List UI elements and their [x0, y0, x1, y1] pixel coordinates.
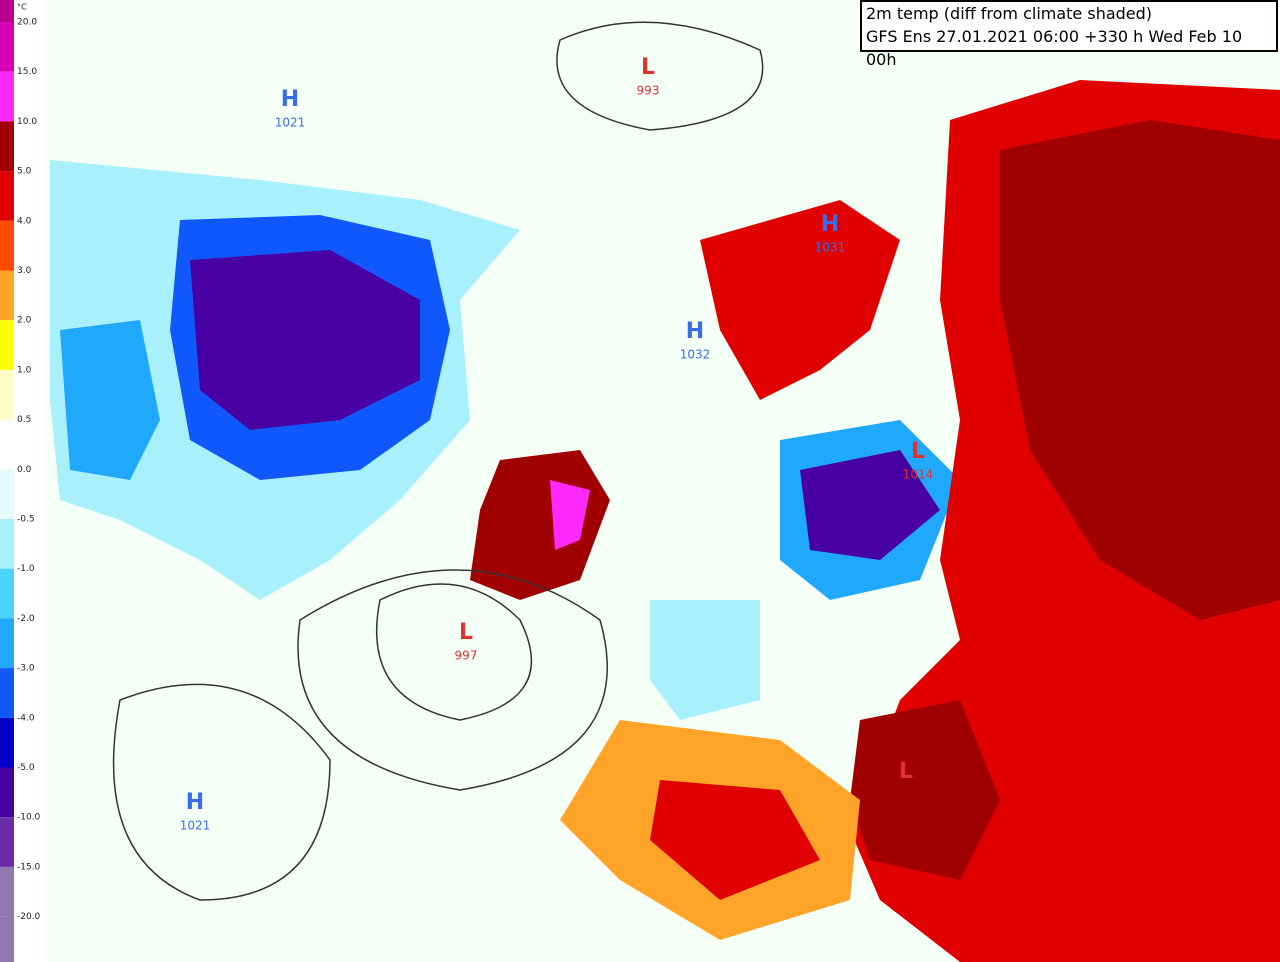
center-value: 1014	[903, 468, 934, 482]
center-value: 1021	[275, 116, 306, 130]
center-letter: H	[686, 319, 704, 344]
legend-swatch	[0, 469, 14, 519]
legend-label: -20.0	[17, 912, 41, 922]
center-letter: L	[911, 439, 925, 464]
legend-unit: °C	[17, 3, 27, 12]
legend-label: 2.0	[17, 316, 32, 326]
center-letter: L	[641, 55, 655, 80]
legend-label: -10.0	[17, 813, 41, 823]
legend-label: 1.0	[17, 365, 32, 375]
legend-label: -5.0	[17, 763, 35, 773]
title-box: 2m temp (diff from climate shaded) GFS E…	[860, 0, 1278, 69]
legend-swatch	[0, 618, 14, 669]
legend-swatch	[0, 220, 14, 271]
legend-label: 5.0	[17, 167, 32, 177]
center-letter: L	[459, 620, 473, 645]
legend-swatch	[0, 171, 14, 221]
legend-label: 3.0	[17, 266, 32, 276]
center-value: 993	[637, 84, 660, 98]
legend-swatch	[0, 0, 14, 22]
legend-swatch	[0, 767, 14, 818]
legend-swatch	[0, 817, 14, 867]
title: 2m temp (diff from climate shaded)	[866, 4, 1153, 23]
legend-label: -4.0	[17, 713, 35, 723]
legend-swatch	[0, 320, 14, 370]
subtitle: GFS Ens 27.01.2021 06:00 +330 h Wed Feb …	[866, 27, 1243, 69]
legend-swatch	[0, 419, 14, 470]
legend-swatch	[0, 22, 14, 72]
center-letter: H	[821, 212, 839, 237]
legend-swatch	[0, 71, 14, 122]
legend-swatch	[0, 519, 14, 569]
legend-swatch	[0, 866, 14, 917]
isobars	[112, 21, 764, 901]
center-letter: H	[186, 790, 204, 815]
legend-label: 4.0	[17, 216, 32, 226]
legend-label: 0.0	[17, 465, 32, 475]
center-value: 1031	[815, 241, 846, 255]
center-value: 997	[455, 649, 478, 663]
legend-label: -2.0	[17, 614, 35, 624]
legend-label: 20.0	[17, 18, 37, 28]
legend-swatch	[0, 121, 14, 172]
legend-label: -1.0	[17, 564, 35, 574]
legend-label: 10.0	[17, 117, 37, 127]
legend-swatch	[0, 668, 14, 718]
center-value: 1021	[180, 819, 211, 833]
legend-label: -0.5	[17, 515, 35, 525]
shading	[50, 80, 1280, 962]
legend-label: -15.0	[17, 862, 41, 872]
center-letter: L	[899, 759, 913, 784]
legend-label: -3.0	[17, 664, 35, 674]
center-letter: H	[281, 87, 299, 112]
legend-swatch	[0, 717, 14, 768]
legend-swatch	[0, 369, 14, 420]
legend-label: 0.5	[17, 415, 31, 425]
legend-label: 15.0	[17, 67, 37, 77]
legend-swatch	[0, 568, 14, 619]
legend-swatch	[0, 270, 14, 321]
legend-swatch	[0, 916, 14, 962]
center-value: 1032	[680, 348, 711, 362]
